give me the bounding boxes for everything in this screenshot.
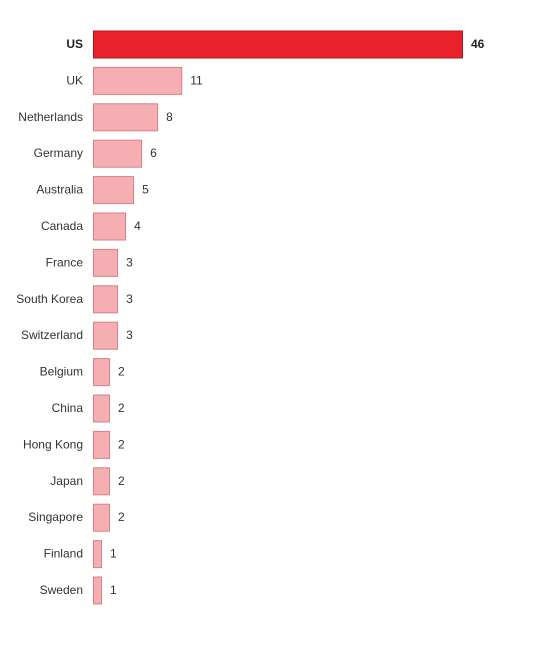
category-label: Switzerland (21, 328, 83, 342)
value-label: 2 (118, 401, 125, 415)
bar-row-hong-kong: Hong Kong 2 (23, 430, 125, 459)
value-label: 2 (118, 510, 125, 524)
bar-row-germany: Germany 6 (34, 139, 157, 168)
bar (93, 139, 143, 168)
category-label: Japan (50, 474, 83, 488)
bar (93, 394, 111, 423)
bar-row-canada: Canada 4 (41, 212, 141, 241)
value-label: 11 (190, 73, 203, 87)
value-label: 3 (126, 292, 133, 306)
value-label: 1 (110, 583, 117, 597)
bar-row-netherlands: Netherlands 8 (18, 103, 173, 132)
category-label: Belgium (40, 365, 83, 379)
bar (93, 103, 159, 132)
category-label: Australia (36, 183, 83, 197)
bar-row-japan: Japan 2 (50, 467, 125, 496)
bar (93, 30, 463, 59)
value-label: 8 (166, 110, 173, 124)
bar (93, 430, 111, 459)
bar-row-finland: Finland 1 (44, 540, 117, 569)
bar (93, 176, 135, 205)
value-label: 2 (118, 437, 125, 451)
bar-row-sweden: Sweden 1 (40, 576, 117, 605)
category-label: Finland (44, 547, 83, 561)
value-label: 3 (126, 328, 133, 342)
bar (93, 467, 111, 496)
bar-row-singapore: Singapore 2 (28, 503, 125, 532)
value-label: 5 (142, 183, 149, 197)
bar-row-australia: Australia 5 (36, 176, 149, 205)
category-label: Canada (41, 219, 83, 233)
category-label: UK (66, 73, 83, 87)
bar (93, 540, 103, 569)
category-label: Hong Kong (23, 437, 83, 451)
bar (93, 321, 119, 350)
category-label: Singapore (28, 510, 83, 524)
value-label: 3 (126, 255, 133, 269)
category-label: France (46, 255, 84, 269)
bar (93, 212, 127, 241)
bar (93, 576, 103, 605)
category-label: Netherlands (18, 110, 83, 124)
category-label: Germany (34, 146, 83, 160)
bar (93, 285, 119, 314)
bar (93, 358, 111, 387)
bar (93, 66, 183, 95)
category-label: US (66, 37, 83, 51)
bar-row-belgium: Belgium 2 (40, 358, 125, 387)
bar-row-switzerland: Switzerland 3 (21, 321, 133, 350)
value-label: 2 (118, 365, 125, 379)
bar (93, 248, 119, 277)
bar-row-china: China 2 (52, 394, 125, 423)
value-label: 4 (134, 219, 141, 233)
value-label: 46 (471, 37, 485, 51)
category-label: China (52, 401, 84, 415)
value-label: 2 (118, 474, 125, 488)
bar-row-south-korea: South Korea 3 (16, 285, 133, 314)
bar-row-us: US 46 (66, 30, 485, 59)
value-label: 1 (110, 547, 117, 561)
category-label: Sweden (40, 583, 83, 597)
bar (93, 503, 111, 532)
value-label: 6 (150, 146, 157, 160)
bar-row-france: France 3 (46, 248, 133, 277)
category-label: South Korea (16, 292, 83, 306)
bar-row-uk: UK 11 (66, 66, 203, 95)
